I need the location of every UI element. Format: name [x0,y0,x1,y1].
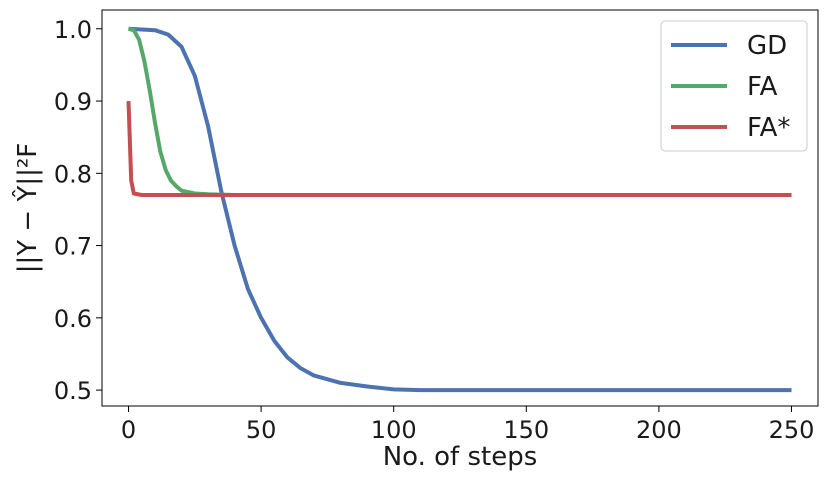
legend-box [660,20,808,152]
x-axis: 0 50 100 150 200 250 [121,406,815,444]
y-tick-label: 1.0 [54,16,92,44]
y-tick-label: 0.8 [54,160,92,188]
series-line-gd [128,26,792,393]
legend-label: GD [747,31,787,61]
plot-area [126,26,792,393]
y-axis: 0.5 0.6 0.7 0.8 0.9 1.0 [54,16,102,405]
legend: GD FA FA* [660,20,808,152]
x-tick-label: 200 [636,416,682,444]
legend-label: FA* [747,113,790,143]
legend-label: FA [747,72,778,102]
x-tick-label: 100 [371,416,417,444]
series-line-fastar [126,101,792,197]
y-tick-label: 0.7 [54,233,92,261]
axes-frame [101,9,819,407]
x-tick-label: 250 [769,416,815,444]
x-tick-label: 0 [121,416,136,444]
y-axis-label: ||Y − Ŷ||²F [11,143,43,274]
x-axis-label: No. of steps [383,442,538,472]
x-tick-label: 150 [503,416,549,444]
x-tick-label: 50 [246,416,277,444]
y-tick-label: 0.6 [54,305,92,333]
y-tick-label: 0.5 [54,377,92,405]
y-tick-label: 0.9 [54,88,92,116]
